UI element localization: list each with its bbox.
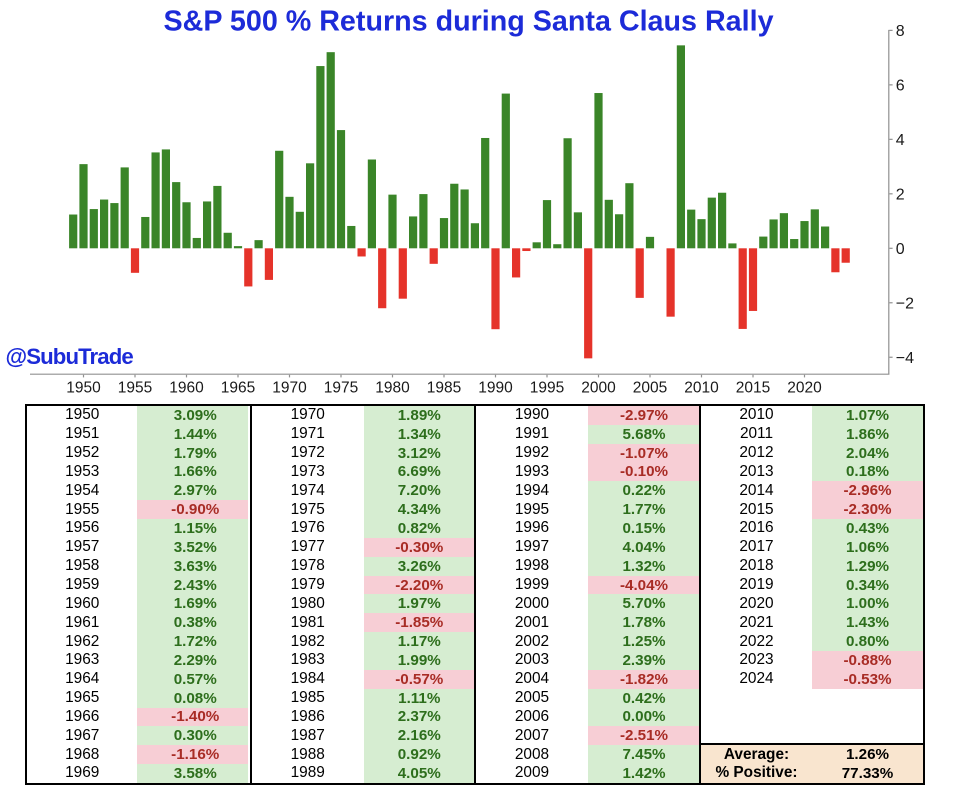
svg-text:1995: 1995 [530, 380, 564, 397]
svg-text:S&P 500 % Returns during Santa: S&P 500 % Returns during Santa Claus Ral… [163, 5, 773, 37]
svg-text:2005: 2005 [633, 380, 667, 397]
svg-text:0: 0 [896, 241, 905, 258]
svg-text:1990: 1990 [478, 380, 513, 397]
svg-text:1950: 1950 [66, 380, 101, 397]
svg-text:1980: 1980 [375, 380, 410, 397]
svg-text:8: 8 [896, 23, 905, 40]
svg-text:2000: 2000 [581, 380, 616, 397]
svg-text:1960: 1960 [169, 380, 204, 397]
svg-text:−4: −4 [896, 350, 914, 367]
svg-text:2: 2 [896, 187, 905, 204]
svg-text:1965: 1965 [221, 380, 255, 397]
svg-text:1970: 1970 [272, 380, 307, 397]
svg-text:@SubuTrade: @SubuTrade [6, 344, 134, 369]
svg-text:1975: 1975 [324, 380, 358, 397]
svg-text:2020: 2020 [787, 380, 822, 397]
svg-text:−2: −2 [896, 295, 914, 312]
svg-text:1985: 1985 [427, 380, 461, 397]
svg-text:2015: 2015 [736, 380, 770, 397]
svg-text:1955: 1955 [118, 380, 152, 397]
svg-text:6: 6 [896, 78, 905, 95]
svg-text:2010: 2010 [684, 380, 719, 397]
svg-text:4: 4 [896, 132, 905, 149]
